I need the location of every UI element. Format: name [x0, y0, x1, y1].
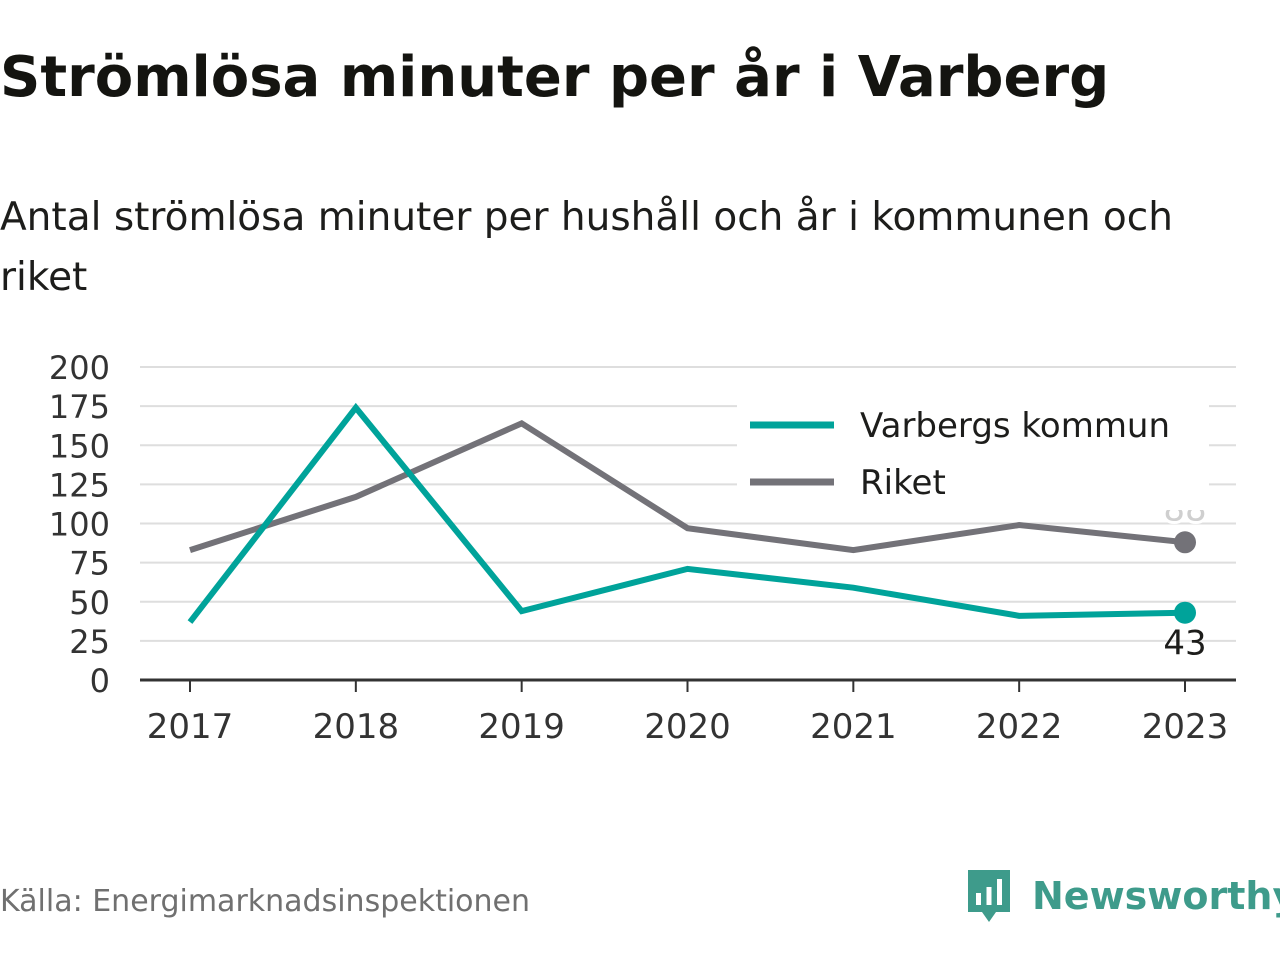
chart-subtitle: Antal strömlösa minuter per hushåll och … — [0, 195, 1173, 300]
y-tick-label: 175 — [49, 388, 110, 426]
end-point-varbergs-kommun — [1174, 601, 1196, 624]
y-tick-label: 0 — [90, 662, 110, 700]
y-tick-label: 150 — [49, 427, 110, 465]
y-tick-label: 75 — [69, 545, 110, 583]
y-tick-label: 50 — [69, 584, 110, 622]
x-tick-label: 2021 — [810, 707, 897, 747]
series-line-riket — [189, 419, 1186, 554]
legend-label: Varbergs kommun — [860, 406, 1170, 446]
y-tick-label: 125 — [49, 466, 110, 504]
x-tick-label: 2018 — [313, 707, 400, 747]
brand-name: Newsworthy — [1032, 874, 1280, 918]
series-line-varbergs-kommun — [187, 402, 1186, 624]
x-tick-label: 2017 — [147, 707, 234, 747]
legend-label: Riket — [860, 463, 946, 503]
x-tick-label: 2019 — [478, 707, 565, 747]
y-tick-label: 25 — [69, 623, 110, 661]
source-note: Källa: Energimarknadsinspektionen — [0, 884, 531, 919]
x-tick-label: 2022 — [976, 707, 1063, 747]
end-value-label-varberg: 43 — [1163, 624, 1206, 664]
y-tick-label: 100 — [49, 506, 110, 544]
end-point-riket — [1174, 531, 1196, 554]
x-tick-label: 2023 — [1142, 707, 1229, 747]
chart-title: Strömlösa minuter per år i Varberg — [0, 45, 1110, 110]
x-tick-label: 2020 — [644, 707, 731, 747]
legend-box — [737, 398, 1209, 510]
brand-logo: Newsworthy — [964, 864, 1280, 928]
newsworthy-logo-icon — [968, 870, 1010, 922]
y-tick-label: 200 — [49, 349, 110, 387]
